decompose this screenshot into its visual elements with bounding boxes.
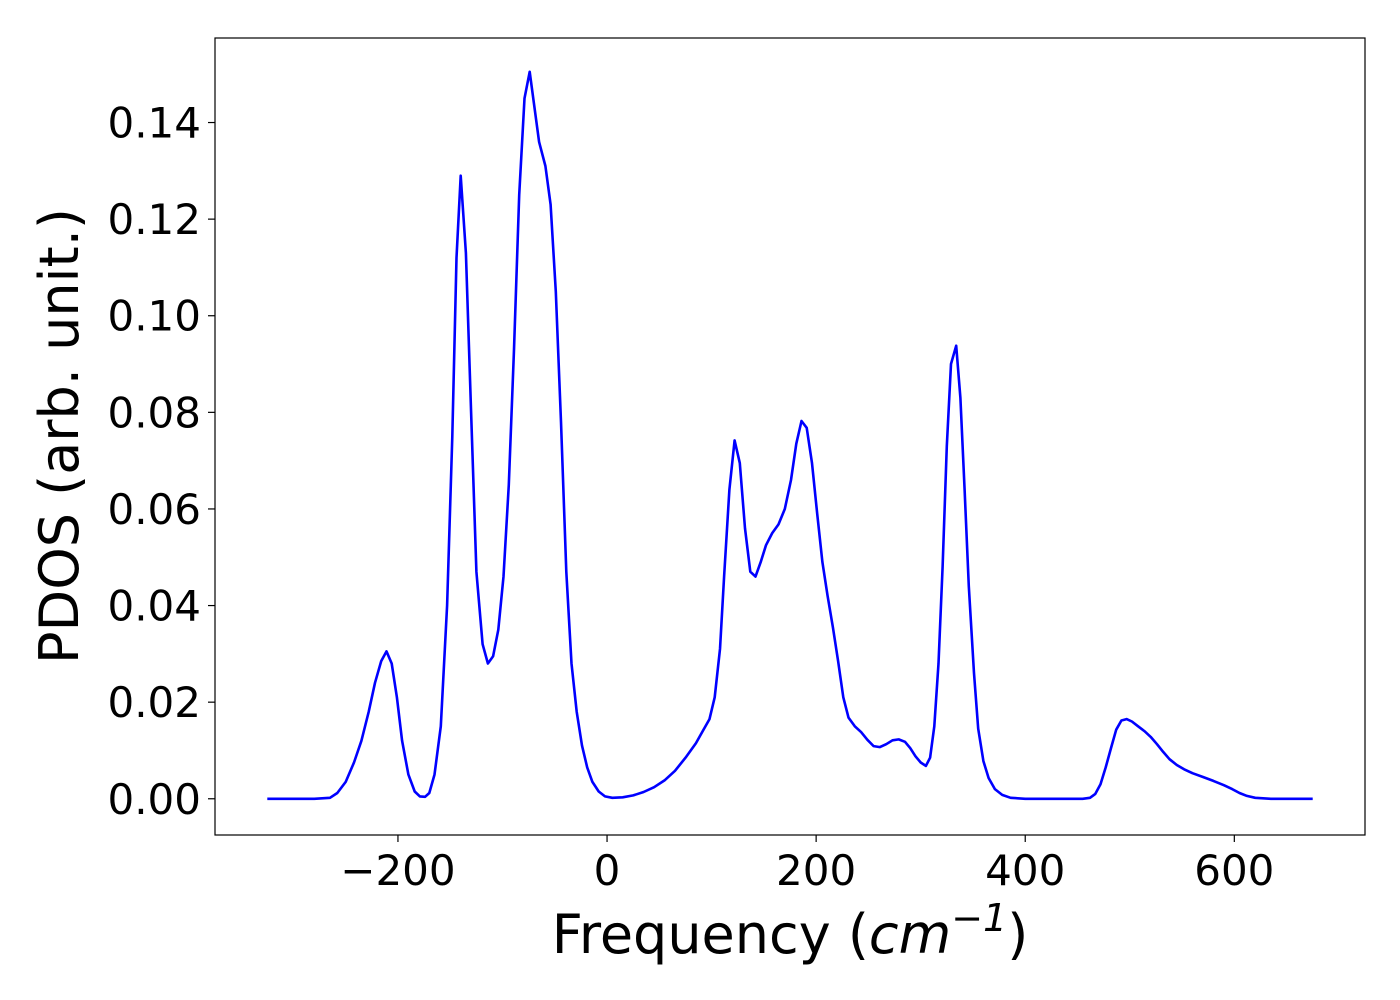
axes-frame (214, 37, 1366, 836)
y-axis-ticks: 0.00 0.02 0.04 0.06 0.08 0.10 0.12 0.14 (107, 99, 215, 824)
y-tick-label: 0.14 (107, 99, 201, 148)
x-axis-ticks: −200 0 200 400 600 (340, 835, 1274, 895)
x-tick-label: 0 (594, 846, 621, 895)
plot-area: −200 0 200 400 600 0.000.020.040.060.080.100… (107, 37, 1366, 895)
y-tick-label: 0.08 (107, 388, 201, 437)
x-tick-label: 600 (1194, 846, 1274, 895)
y-tick-label: 0.04 (107, 582, 201, 631)
x-axis-label-unit: cm (869, 903, 951, 966)
x-tick-label: −200 (340, 846, 455, 895)
y-tick-label: 0.06 (107, 485, 201, 534)
y-axis-label: PDOS (arb. unit.) (28, 208, 91, 664)
x-axis-label-text: Frequency (552, 903, 831, 966)
x-axis-label-exponent: −1 (951, 896, 1007, 940)
x-axis-label-open: ( (831, 903, 869, 966)
y-tick-label: 0.00 (107, 775, 201, 824)
pdos-series-line (267, 70, 1313, 801)
y-tick-label: 0.10 (107, 292, 201, 341)
x-tick-label: 400 (985, 846, 1065, 895)
series-layer (267, 70, 1313, 801)
x-tick-label: 200 (776, 846, 856, 895)
x-axis-label-close: ) (1007, 903, 1028, 966)
x-axis-label: Frequency (cm−1) (552, 896, 1029, 966)
y-tick-label: 0.12 (107, 195, 201, 244)
y-tick-label: 0.02 (107, 678, 201, 727)
